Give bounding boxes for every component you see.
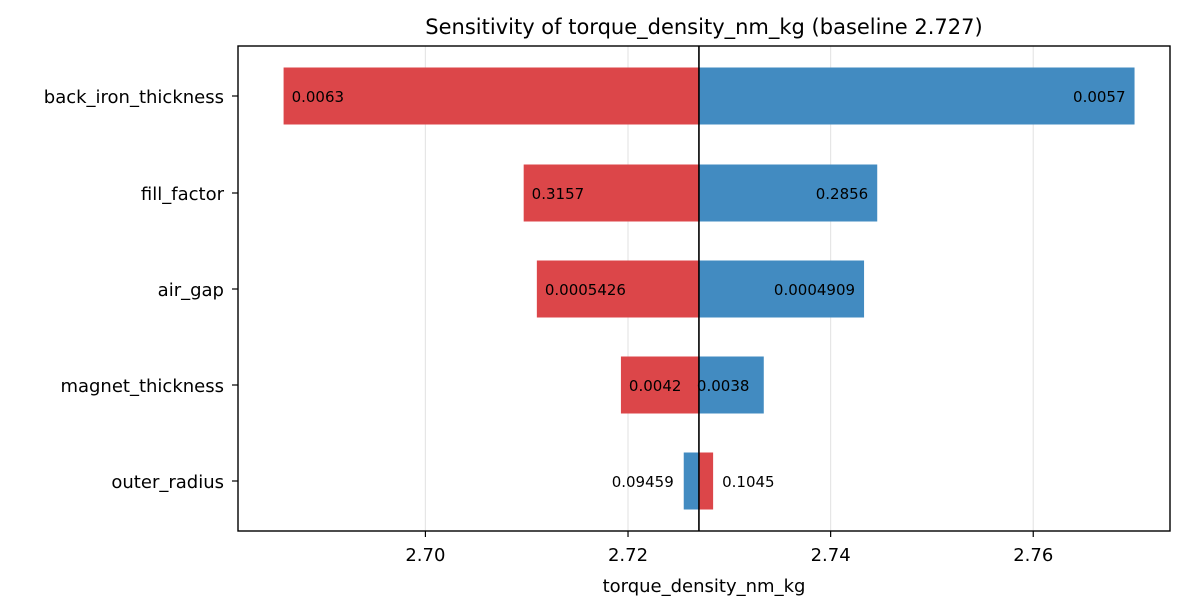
x-tick-label-1: 2.72: [608, 545, 648, 566]
bar-blue-magnet-thickness: [698, 356, 764, 414]
x-tick-label-2: 2.74: [811, 545, 851, 566]
y-tick-label-air-gap: air_gap: [158, 280, 224, 301]
y-tick-label-magnet-thickness: magnet_thickness: [60, 376, 224, 397]
bar-label-blue-fill-factor: 0.2856: [816, 185, 869, 203]
x-axis-label: torque_density_nm_kg: [603, 576, 806, 597]
bar-label-red-outer-radius: 0.1045: [722, 473, 775, 491]
bar-label-blue-back-iron-thickness: 0.0057: [1073, 88, 1126, 106]
bar-blue-outer-radius: [683, 452, 699, 510]
bar-label-red-magnet-thickness: 0.0042: [629, 377, 682, 395]
bar-red-fill-factor: [523, 164, 699, 222]
bar-label-blue-magnet-thickness: 0.0038: [697, 377, 750, 395]
bar-blue-back-iron-thickness: [698, 67, 1135, 125]
bar-label-blue-outer-radius: 0.09459: [612, 473, 674, 491]
chart-title: Sensitivity of torque_density_nm_kg (bas…: [425, 15, 982, 40]
x-tick-label-0: 2.70: [405, 545, 445, 566]
bar-red-magnet-thickness: [620, 356, 699, 414]
ticks-layer: 2.70 2.72 2.74 2.76 back_iron_thickness fill_…: [44, 87, 1054, 566]
y-tick-label-back-iron-thickness: back_iron_thickness: [44, 87, 224, 108]
bar-label-red-back-iron-thickness: 0.0063: [292, 88, 345, 106]
bars-layer: [283, 67, 1135, 510]
bar-red-air-gap: [536, 260, 699, 318]
bar-red-outer-radius: [698, 452, 714, 510]
bar-blue-air-gap: [698, 260, 865, 318]
y-tick-label-fill-factor: fill_factor: [141, 184, 225, 205]
bar-label-blue-air-gap: 0.0004909: [774, 281, 855, 299]
bar-label-red-fill-factor: 0.3157: [532, 185, 585, 203]
bar-label-red-air-gap: 0.0005426: [545, 281, 626, 299]
bar-red-back-iron-thickness: [283, 67, 699, 125]
labels-layer: 0.0063 0.0057 0.3157 0.2856 0.0005426 0.00049…: [292, 88, 1126, 491]
bar-blue-fill-factor: [698, 164, 878, 222]
x-tick-label-3: 2.76: [1013, 545, 1053, 566]
y-tick-label-outer-radius: outer_radius: [111, 472, 224, 493]
